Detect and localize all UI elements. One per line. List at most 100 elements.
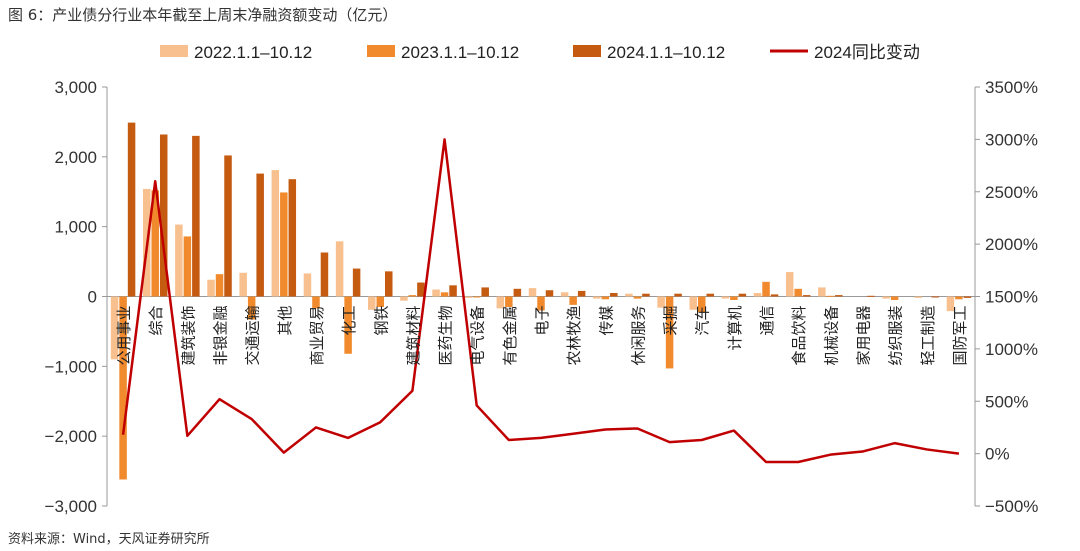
- bar-s2024: [192, 135, 200, 297]
- right-tick-label: 3500%: [985, 78, 1038, 97]
- bar-s2022: [496, 296, 505, 309]
- category-label: 采掘: [662, 305, 680, 335]
- bar-s2024: [127, 122, 136, 297]
- category-label: 综合: [147, 305, 165, 335]
- legend-swatch: [160, 45, 188, 57]
- bar-s2023: [505, 296, 513, 307]
- right-tick-label: 2000%: [985, 235, 1038, 254]
- bar-s2024: [224, 155, 232, 297]
- bar-s2022: [753, 293, 762, 297]
- bar-s2022: [785, 272, 794, 297]
- bar-s2023: [151, 190, 159, 297]
- bar-s2022: [818, 287, 826, 297]
- bar-s2023: [665, 296, 674, 369]
- bar-s2023: [697, 296, 706, 313]
- bar-s2024: [513, 288, 522, 297]
- category-label: 国防军工: [951, 305, 969, 365]
- right-tick-label: 1000%: [985, 340, 1038, 359]
- right-tick-label: 2500%: [985, 183, 1038, 202]
- bar-s2022: [432, 289, 440, 297]
- left-tick-label: 3,000: [54, 78, 97, 97]
- left-tick-label: 2,000: [54, 148, 97, 167]
- bar-s2023: [408, 295, 417, 297]
- category-label: 化工: [340, 305, 358, 335]
- bar-s2023: [826, 295, 835, 297]
- bar-s2024: [545, 290, 554, 297]
- bar-s2023: [247, 296, 256, 320]
- bar-s2024: [449, 285, 457, 297]
- bar-s2024: [738, 293, 747, 297]
- bar-s2023: [119, 296, 127, 480]
- category-label: 商业贸易: [308, 305, 326, 365]
- legend-label: 2024同比变动: [814, 43, 920, 62]
- bar-s2022: [400, 296, 408, 301]
- legend-swatch: [573, 45, 601, 57]
- legend-swatch: [367, 45, 395, 57]
- bar-s2024: [320, 252, 329, 297]
- bar-s2022: [207, 279, 215, 297]
- bar-s2023: [890, 296, 899, 300]
- category-label: 纺织服装: [887, 305, 905, 365]
- category-label: 建筑装饰: [179, 305, 197, 365]
- bar-s2022: [368, 296, 376, 310]
- category-label: 通信: [758, 305, 776, 335]
- category-label: 非银金融: [212, 305, 230, 365]
- left-tick-label: 0: [88, 288, 97, 307]
- category-label: 交通运输: [244, 305, 262, 365]
- left-tick-label: −2,000: [45, 427, 97, 446]
- right-tick-label: −500%: [985, 497, 1038, 516]
- axes: 3,000 2,000 1,000 0 −1,000 −2,000 −3,000 3500% 3…: [45, 78, 1039, 516]
- legend-label: 2023.1.1–10.12: [401, 43, 519, 62]
- bar-s2024: [706, 293, 714, 297]
- bar-s2024: [867, 295, 875, 297]
- legend-label: 2024.1.1–10.12: [607, 43, 725, 62]
- bar-s2023: [183, 236, 192, 297]
- category-label: 有色金属: [501, 305, 519, 365]
- bar-s2022: [335, 241, 344, 297]
- right-tick-label: 3000%: [985, 130, 1038, 149]
- category-label: 农林牧渔: [565, 305, 583, 365]
- bar-s2022: [946, 296, 955, 312]
- bar-s2022: [528, 288, 537, 297]
- bar-s2022: [593, 296, 601, 299]
- category-label: 钢铁: [372, 305, 390, 335]
- bar-s2024: [642, 293, 650, 297]
- source-note: 资料来源：Wind，天风证券研究所: [8, 532, 210, 547]
- category-label: 公用事业: [115, 305, 133, 365]
- bar-s2023: [472, 296, 481, 298]
- bar-s2024: [288, 179, 297, 297]
- bar-s2024: [835, 295, 843, 297]
- bar-s2024: [963, 296, 972, 298]
- bar-s2023: [440, 292, 449, 297]
- category-label: 食品饮料: [790, 305, 808, 365]
- category-label: 计算机: [726, 305, 744, 350]
- bar-s2022: [560, 292, 569, 297]
- category-label: 机械设备: [822, 305, 840, 365]
- left-tick-label: −3,000: [45, 497, 97, 516]
- bar-s2023: [280, 192, 288, 297]
- bar-s2024: [610, 293, 618, 297]
- left-tick-label: 1,000: [54, 218, 97, 237]
- bar-s2023: [376, 296, 385, 307]
- category-label: 汽车: [694, 305, 712, 335]
- bar-s2023: [794, 288, 802, 297]
- category-label: 休闲服务: [629, 305, 647, 365]
- legend-label: 2022.1.1–10.12: [194, 43, 312, 62]
- bar-s2022: [882, 296, 890, 299]
- bar-s2022: [625, 293, 633, 297]
- legend: 2022.1.1–10.12 2023.1.1–10.12 2024.1.1–10.…: [160, 43, 920, 62]
- bar-s2022: [689, 296, 697, 310]
- category-label: 其他: [276, 305, 294, 335]
- bar-s2023: [537, 296, 545, 311]
- bar-s2024: [577, 290, 586, 297]
- bar-s2024: [674, 293, 682, 297]
- bar-s2022: [914, 296, 923, 298]
- bar-s2023: [312, 296, 320, 309]
- bar-s2023: [215, 274, 224, 297]
- bar-s2022: [271, 170, 280, 297]
- right-tick-label: 1500%: [985, 288, 1038, 307]
- bar-s2024: [352, 268, 361, 297]
- bar-s2024: [770, 294, 779, 297]
- bar-s2024: [417, 282, 425, 297]
